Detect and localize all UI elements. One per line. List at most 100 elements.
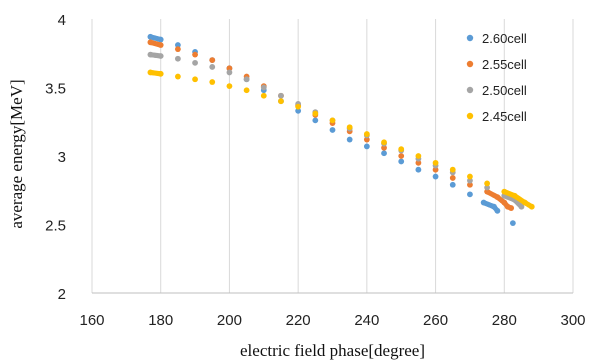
data-point (329, 127, 336, 133)
x-axis-title: electric field phase[degree] (240, 341, 425, 360)
data-point (484, 180, 491, 187)
data-point (467, 177, 473, 184)
data-point (398, 146, 405, 153)
legend-item: 2.50cell (466, 83, 527, 98)
data-point (522, 199, 528, 206)
data-point (381, 144, 387, 151)
data-point (243, 87, 250, 94)
y-axis-title: average energy[MeV] (7, 79, 26, 228)
legend-label: 2.45cell (482, 109, 527, 124)
y-tick-label: 2.5 (45, 218, 66, 235)
data-point (528, 203, 535, 210)
x-tick-label: 240 (354, 312, 379, 329)
y-tick-labels: 2 2.5 3 3.5 4 (45, 12, 66, 303)
data-point (467, 181, 473, 188)
legend-marker (466, 86, 474, 94)
series-2-55cell (147, 39, 515, 211)
data-point (467, 173, 473, 180)
data-point (157, 36, 164, 43)
legend-item: 2.60cell (466, 31, 527, 46)
data-point (295, 107, 302, 114)
data-point (398, 153, 405, 159)
data-point (480, 199, 487, 206)
x-tick-label: 200 (217, 312, 242, 329)
data-point (346, 136, 353, 143)
data-point (243, 76, 250, 83)
data-point (484, 184, 491, 191)
data-point (295, 103, 302, 110)
legend-marker (466, 34, 474, 42)
legend-item: 2.55cell (466, 57, 527, 72)
data-point (147, 51, 154, 58)
data-point (509, 220, 516, 227)
data-point (157, 70, 164, 77)
data-point (174, 42, 181, 48)
data-point (381, 150, 387, 157)
data-point (226, 69, 233, 76)
data-point (147, 69, 154, 76)
data-point (226, 83, 233, 90)
legend-marker (466, 112, 474, 120)
data-point (174, 46, 181, 53)
data-point (363, 143, 370, 150)
data-point (381, 139, 387, 146)
data-point (432, 173, 439, 180)
data-point (192, 76, 198, 83)
data-point (278, 92, 284, 99)
legend-label: 2.60cell (482, 31, 527, 46)
data-point (415, 166, 422, 173)
data-point (260, 84, 267, 91)
data-point (147, 39, 154, 46)
data-point (147, 33, 154, 40)
plot-series (147, 33, 535, 227)
x-tick-label: 160 (79, 312, 104, 329)
legend-label: 2.55cell (482, 57, 527, 72)
data-point (312, 117, 319, 124)
data-point (415, 159, 422, 166)
data-point (260, 92, 267, 99)
data-point (501, 199, 508, 206)
y-tick-label: 4 (58, 12, 66, 29)
data-point (449, 175, 456, 181)
data-point (329, 117, 336, 124)
legend-label: 2.50cell (482, 83, 527, 98)
y-tick-label: 3.5 (45, 81, 66, 98)
data-point (209, 57, 216, 63)
data-point (518, 203, 525, 210)
data-point (449, 181, 456, 188)
x-tick-label: 300 (560, 312, 585, 329)
data-point (467, 191, 473, 198)
data-point (157, 53, 164, 59)
data-point (484, 188, 491, 195)
data-point (157, 42, 164, 48)
legend-marker (466, 60, 474, 68)
data-point (415, 153, 422, 159)
data-point (508, 205, 515, 211)
data-point (449, 166, 456, 173)
x-tick-labels: 160 180 200 220 240 260 280 300 (79, 312, 585, 329)
data-point (494, 207, 501, 214)
x-tick-label: 180 (148, 312, 173, 329)
data-point (432, 166, 439, 173)
data-point (491, 203, 497, 210)
data-point (511, 192, 518, 199)
legend-item: 2.45cell (466, 109, 527, 124)
series-2-45cell (147, 69, 535, 210)
y-tick-label: 2 (58, 286, 66, 303)
data-point (209, 64, 216, 70)
data-point (174, 55, 181, 62)
x-tick-label: 260 (423, 312, 448, 329)
data-point (278, 98, 284, 105)
data-point (494, 194, 501, 201)
data-point (432, 159, 439, 166)
x-tick-label: 220 (286, 312, 311, 329)
data-point (312, 110, 319, 117)
x-tick-label: 280 (492, 312, 517, 329)
data-point (209, 79, 216, 85)
gridlines (91, 19, 574, 293)
data-point (174, 73, 181, 80)
data-point (192, 51, 198, 58)
legend: 2.60cell 2.55cell 2.50cell 2.45cell (466, 31, 527, 124)
